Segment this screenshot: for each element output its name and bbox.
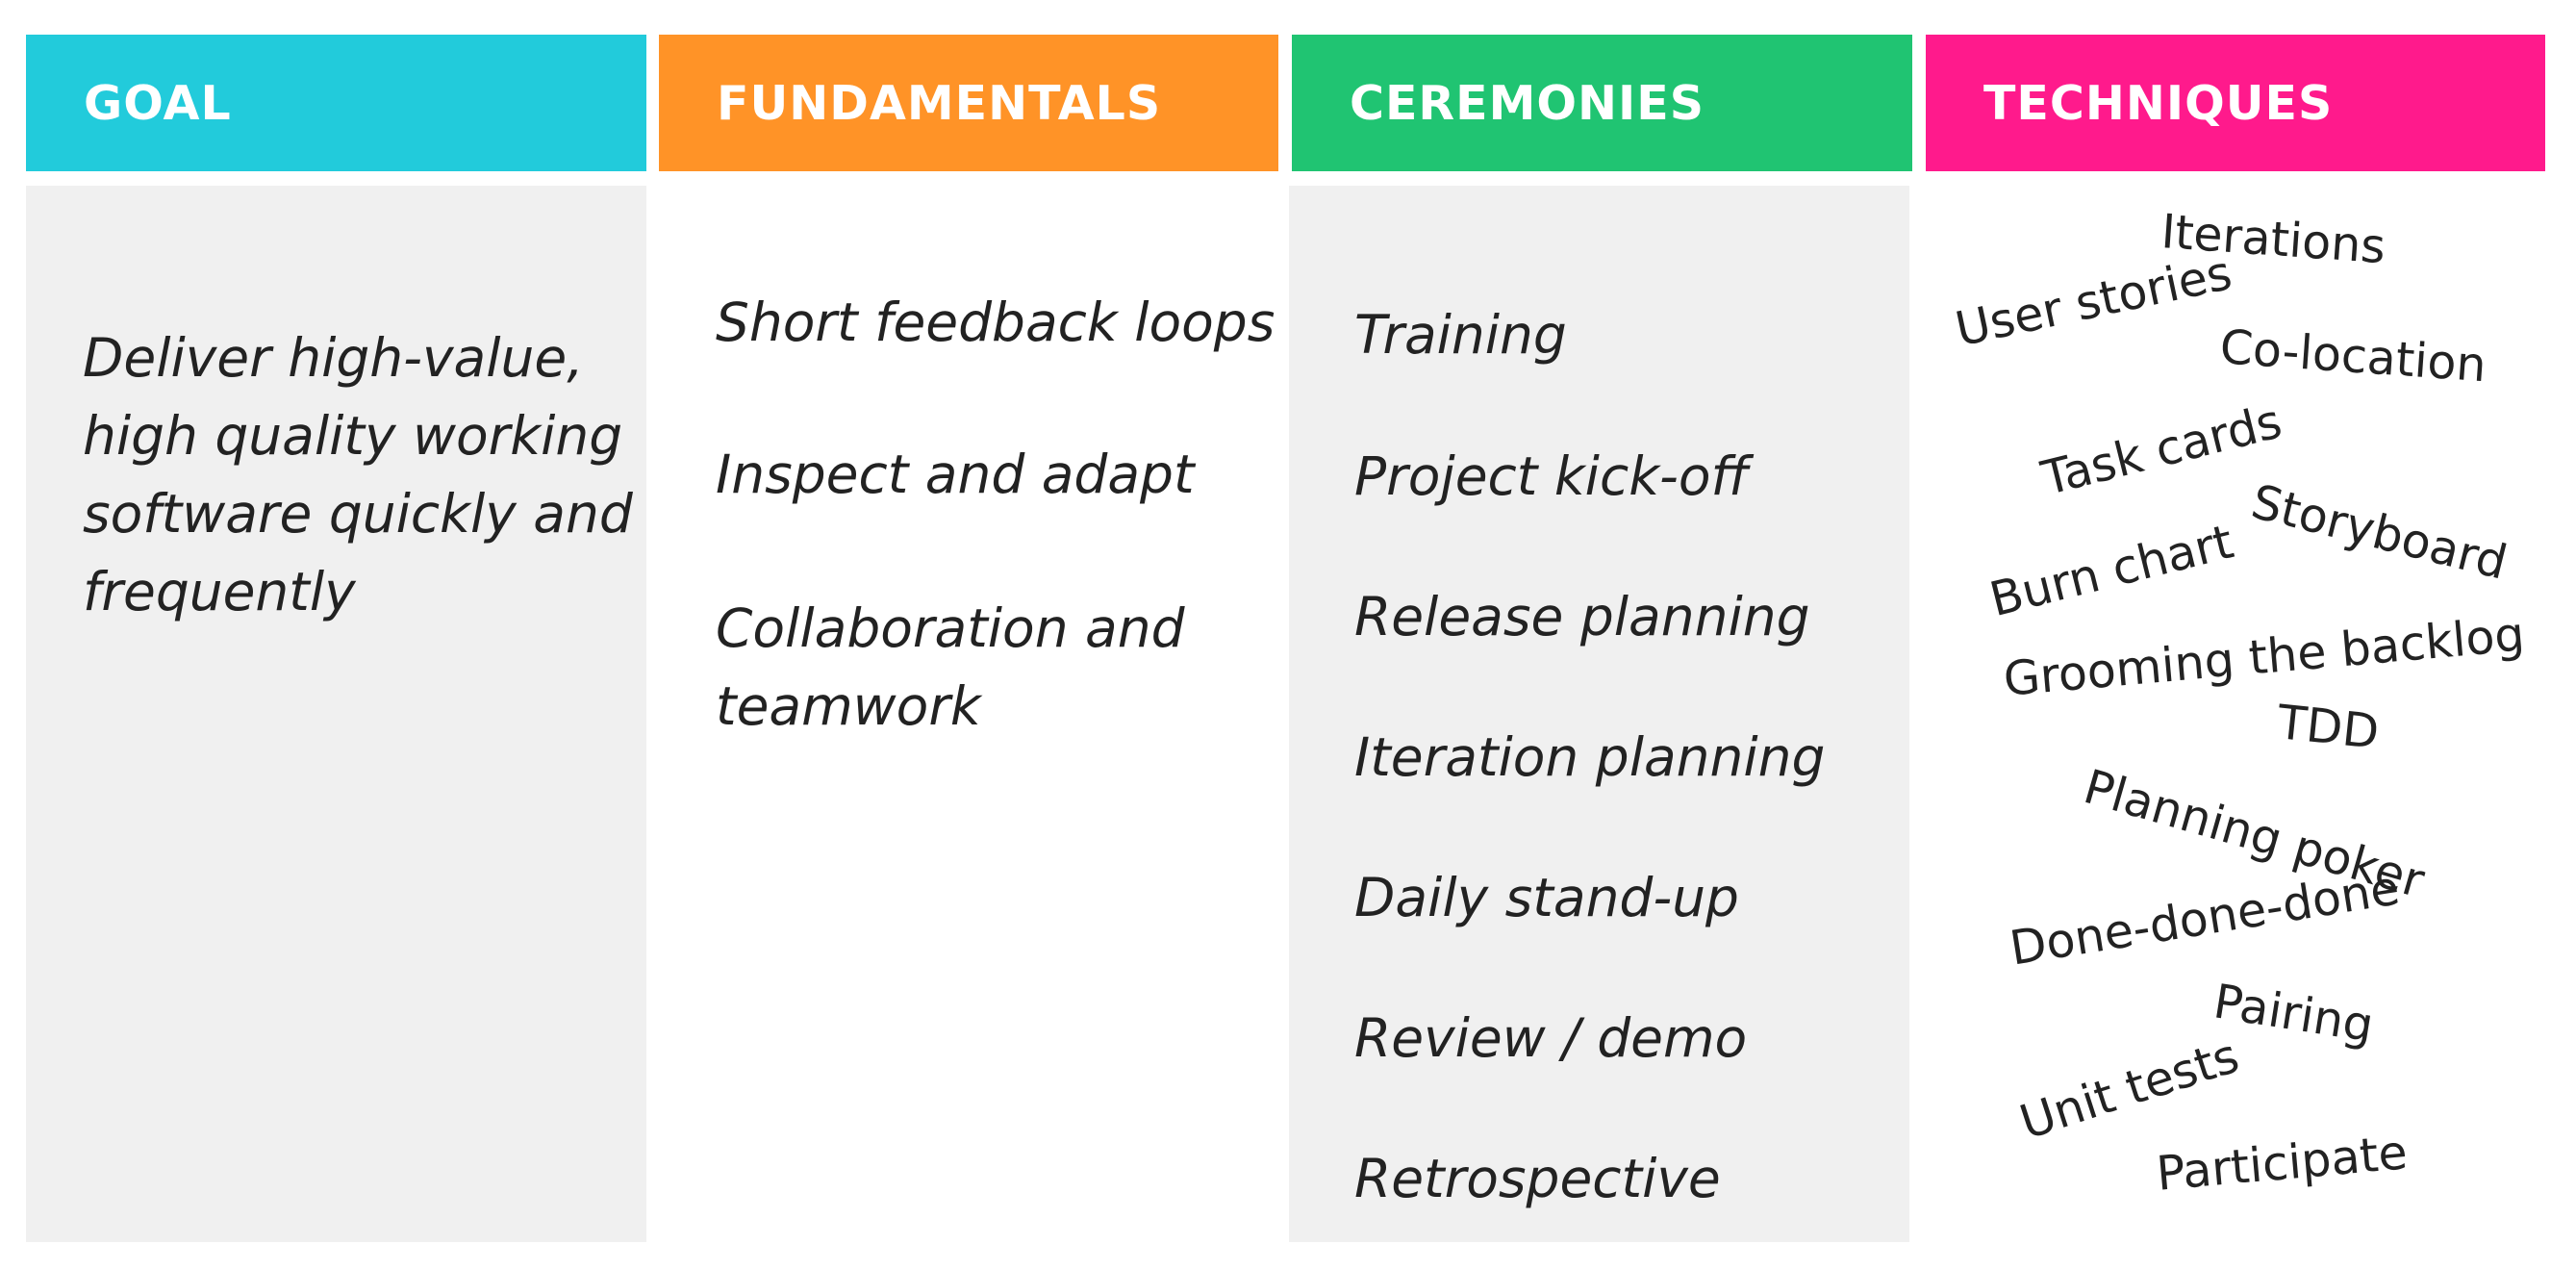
ceremonies-item: Review / demo (1354, 1007, 1748, 1069)
technique-word: TDD (2275, 695, 2382, 760)
fundamentals-item: Short feedback loops (716, 292, 1275, 353)
technique-word: Burn chart (1984, 514, 2239, 628)
goal-header: GOAL (26, 35, 646, 171)
technique-word: Done-done-done (2006, 860, 2404, 977)
technique-word: Task cards (2036, 393, 2287, 507)
techniques-title: TECHNIQUES (1983, 75, 2334, 131)
fundamentals-header: FUNDAMENTALS (659, 35, 1278, 171)
goal-text: Deliver high-value, high quality working… (83, 327, 633, 622)
goal-title: GOAL (84, 75, 232, 131)
ceremonies-item: Release planning (1354, 586, 1810, 647)
technique-word: Co-location (2218, 319, 2488, 393)
fundamentals-item: Collaboration and teamwork (716, 597, 1185, 737)
technique-word: Participate (2154, 1125, 2410, 1202)
technique-word: Grooming the backlog (2001, 606, 2527, 707)
ceremonies-panel (1289, 186, 1909, 1242)
ceremonies-header: CEREMONIES (1292, 35, 1912, 171)
technique-word: Unit tests (2013, 1028, 2246, 1151)
goal-panel (26, 186, 646, 1242)
ceremonies-item: Retrospective (1354, 1148, 1721, 1209)
technique-word: Pairing (2210, 974, 2378, 1053)
ceremonies-item: Iteration planning (1354, 726, 1826, 788)
ceremonies-item: Daily stand-up (1354, 867, 1739, 928)
fundamentals-title: FUNDAMENTALS (717, 75, 1162, 131)
technique-word: User stories (1951, 245, 2236, 358)
fundamentals-item: Inspect and adapt (716, 444, 1195, 505)
technique-word: Storyboard (2246, 473, 2513, 591)
techniques-header: TECHNIQUES (1926, 35, 2545, 171)
ceremonies-title: CEREMONIES (1350, 75, 1705, 131)
ceremonies-item: Training (1354, 304, 1567, 366)
ceremonies-item: Project kick-off (1354, 445, 1750, 507)
